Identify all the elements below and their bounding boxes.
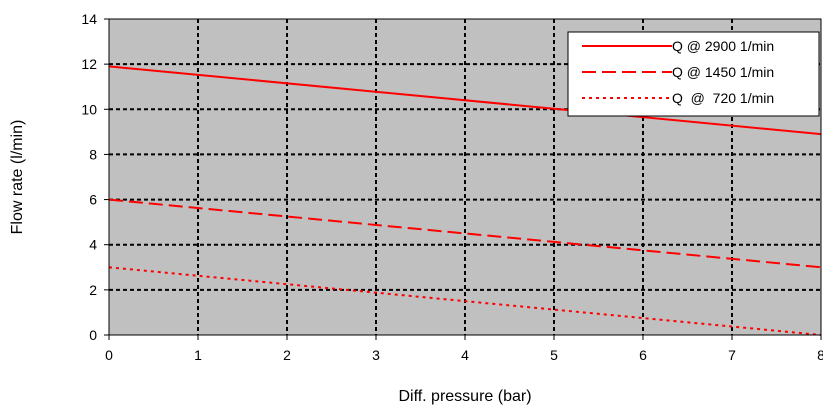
y-tick-label: 10: [81, 101, 97, 117]
series-lines: [108, 65, 822, 336]
x-tick-label: 5: [550, 347, 558, 363]
x-tick-label: 3: [372, 347, 380, 363]
x-tick-label: 8: [817, 347, 823, 363]
y-tick-label: 0: [89, 327, 97, 343]
y-tick-label: 14: [81, 11, 97, 27]
legend-label-3: Q @ 720 1/min: [672, 90, 774, 106]
series-line-1: [108, 65, 822, 136]
series-line-3: [108, 266, 822, 336]
y-tick-label: 6: [89, 192, 97, 208]
y-tick-label: 12: [81, 56, 97, 72]
y-tick-label: 4: [89, 237, 97, 253]
legend: Q @ 2900 1/min Q @ 1450 1/min Q @ 720 1/mi…: [567, 31, 820, 117]
x-tick-label: 4: [461, 347, 469, 363]
x-tick-label: 0: [105, 347, 113, 363]
legend-label-2: Q @ 1450 1/min: [672, 64, 774, 80]
y-tick-label: 8: [89, 146, 97, 162]
x-tick-label: 7: [728, 347, 736, 363]
legend-label-1: Q @ 2900 1/min: [672, 38, 774, 54]
x-tick-label: 2: [283, 347, 291, 363]
x-tick-label: 6: [639, 347, 647, 363]
x-axis-title: Diff. pressure (bar): [398, 388, 531, 405]
y-axis-title: Flow rate (l/min): [9, 120, 26, 235]
y-tick-label: 2: [89, 282, 97, 298]
x-tick-label: 1: [194, 347, 202, 363]
